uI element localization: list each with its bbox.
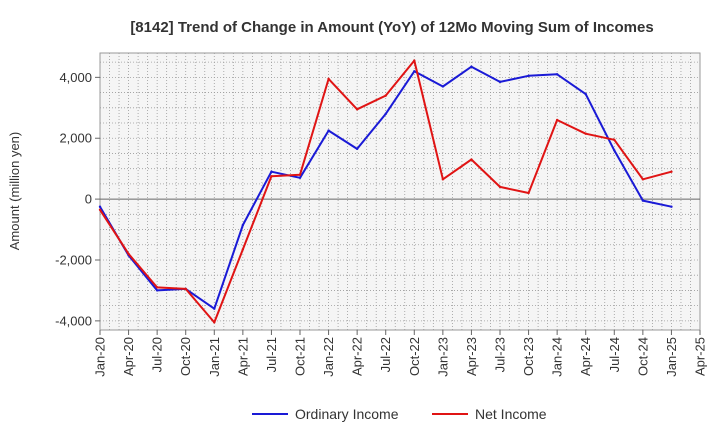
ordinary-income-point bbox=[584, 92, 587, 96]
x-tick-label: Jan-21 bbox=[207, 337, 222, 377]
net-income-point bbox=[613, 138, 616, 141]
x-tick-label: Jan-23 bbox=[435, 337, 450, 377]
net-income-point bbox=[98, 208, 102, 211]
ordinary-income-point bbox=[213, 307, 216, 310]
ordinary-income-point bbox=[527, 74, 530, 78]
ordinary-income-point bbox=[327, 129, 330, 132]
x-tick-label: Apr-25 bbox=[693, 337, 708, 376]
net-income-point bbox=[498, 185, 502, 189]
ordinary-income-point bbox=[441, 85, 445, 88]
x-tick-label: Jul-23 bbox=[493, 337, 508, 372]
legend-label-net-income: Net Income bbox=[475, 406, 547, 422]
x-tick-label: Oct-24 bbox=[635, 337, 650, 376]
ordinary-income-point bbox=[413, 70, 416, 73]
ordinary-income-point bbox=[613, 149, 616, 152]
net-income-point bbox=[155, 286, 159, 289]
x-tick-label: Apr-23 bbox=[464, 337, 479, 376]
ordinary-income-point bbox=[270, 170, 273, 173]
ordinary-income-point bbox=[98, 205, 102, 208]
ordinary-income-point bbox=[470, 65, 473, 68]
legend: Ordinary Income Net Income bbox=[252, 406, 547, 422]
y-tick-label: -4,000 bbox=[55, 313, 92, 328]
legend-label-ordinary-income: Ordinary Income bbox=[295, 406, 399, 422]
y-tick-label: -2,000 bbox=[55, 252, 92, 267]
net-income-point bbox=[470, 158, 473, 161]
net-income-point bbox=[127, 252, 130, 256]
chart-title: [8142] Trend of Change in Amount (YoY) o… bbox=[130, 19, 653, 36]
x-tick-label: Apr-24 bbox=[578, 337, 593, 376]
x-tick-label: Apr-20 bbox=[121, 337, 136, 376]
net-income-point bbox=[270, 175, 273, 178]
net-income-point bbox=[184, 287, 187, 291]
y-axis-label: Amount (million yen) bbox=[7, 132, 22, 251]
ordinary-income-point bbox=[384, 112, 387, 116]
net-income-point bbox=[584, 132, 587, 135]
net-income-point bbox=[413, 59, 416, 62]
ordinary-income-point bbox=[355, 147, 359, 151]
x-tick-label: Jan-20 bbox=[93, 337, 108, 377]
x-tick-label: Jan-24 bbox=[550, 337, 565, 377]
x-tick-label: Apr-21 bbox=[235, 337, 250, 376]
ordinary-income-point bbox=[155, 289, 159, 292]
x-tick-label: Apr-22 bbox=[350, 337, 365, 376]
net-income-point bbox=[327, 77, 330, 81]
x-tick-label: Jan-25 bbox=[664, 337, 679, 377]
axes: -4,000 -2,000 0 2,000 4,000 Jan-20 Apr-20 Jul-2… bbox=[55, 70, 707, 377]
ordinary-income-point bbox=[298, 176, 302, 180]
ordinary-income-point bbox=[641, 199, 645, 202]
x-tick-label: Oct-20 bbox=[178, 337, 193, 376]
y-tick-label: 2,000 bbox=[59, 131, 92, 146]
ordinary-income-point bbox=[498, 80, 502, 84]
net-income-point bbox=[355, 108, 359, 111]
x-tick-label: Jul-24 bbox=[607, 337, 622, 372]
ordinary-income-point bbox=[555, 73, 559, 76]
net-income-point bbox=[384, 94, 387, 97]
y-tick-label: 0 bbox=[85, 192, 92, 207]
data-series bbox=[98, 59, 673, 324]
plot-area bbox=[99, 52, 701, 331]
ordinary-income-point bbox=[241, 223, 245, 227]
net-income-point bbox=[555, 118, 559, 122]
y-tick-label: 4,000 bbox=[59, 70, 92, 85]
x-tick-label: Oct-22 bbox=[407, 337, 422, 376]
net-income-point bbox=[527, 191, 530, 195]
x-tick-label: Jul-21 bbox=[264, 337, 279, 372]
x-tick-label: Jan-22 bbox=[321, 337, 336, 377]
x-tick-label: Oct-23 bbox=[521, 337, 536, 376]
ordinary-income-point bbox=[670, 205, 673, 208]
net-income-point bbox=[441, 178, 445, 181]
x-tick-label: Jul-20 bbox=[150, 337, 165, 372]
net-income-point bbox=[670, 170, 673, 173]
grid-lines bbox=[100, 53, 700, 330]
x-tick-label: Oct-21 bbox=[293, 337, 308, 376]
net-income-point bbox=[241, 248, 245, 251]
net-income-point bbox=[641, 178, 645, 181]
net-income-point bbox=[213, 321, 216, 324]
x-tick-label: Jul-22 bbox=[378, 337, 393, 372]
net-income-point bbox=[298, 173, 302, 176]
